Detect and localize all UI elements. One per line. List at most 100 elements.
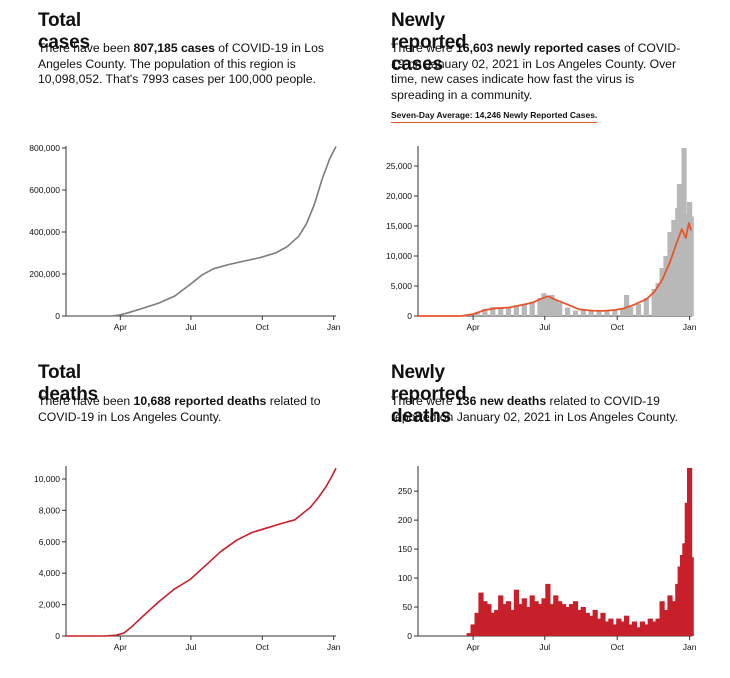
- new-cases-bar: [596, 311, 602, 316]
- total-cases-y-tick-label: 400,000: [29, 227, 60, 237]
- total-cases-y-tick-label: 600,000: [29, 185, 60, 195]
- new-deaths-bar: [628, 624, 634, 636]
- new-deaths-bar: [631, 621, 638, 636]
- new-cases-bar: [490, 307, 496, 316]
- new-deaths-bar: [482, 601, 488, 636]
- new-deaths-y-tick-label: 50: [403, 602, 413, 612]
- new-deaths-bar: [470, 624, 476, 636]
- new-cases-bar: [553, 300, 559, 316]
- total-cases-description: There have been 807,185 cases of COVID-1…: [38, 41, 324, 86]
- new-cases-bar: [635, 304, 642, 316]
- new-deaths-bar: [537, 604, 543, 636]
- new-deaths-x-tick-label: Jan: [683, 642, 697, 652]
- new-deaths-bar: [505, 601, 512, 636]
- new-cases-bar: [663, 256, 669, 316]
- new-cases-chart: 0 5,000 10,000 15,000 20,000 25,000 Apr Jul Oct J…: [386, 146, 697, 332]
- new-cases-bar: [671, 220, 677, 316]
- new-deaths-bar: [635, 627, 642, 636]
- new-cases-y-tick-label: 25,000: [386, 161, 412, 171]
- total-cases-y-tick-label: 200,000: [29, 269, 60, 279]
- new-deaths-bar: [494, 609, 500, 636]
- new-cases-bar: [557, 302, 563, 316]
- total-deaths-y-tick-label: 2,000: [39, 600, 61, 610]
- total-deaths-x-tick-label: Apr: [114, 642, 127, 652]
- new-cases-bar: [545, 297, 551, 316]
- new-cases-y-tick-label: 20,000: [386, 191, 412, 201]
- new-deaths-y-tick-label: 0: [407, 631, 412, 641]
- new-cases-y-tick-label: 15,000: [386, 221, 412, 231]
- new-deaths-bar: [525, 607, 531, 636]
- new-deaths-bar: [643, 624, 649, 636]
- new-deaths-bar: [478, 592, 484, 636]
- total-deaths-title: Total deaths: [38, 362, 99, 405]
- new-deaths-bar: [565, 607, 571, 636]
- new-deaths-bar: [509, 609, 516, 636]
- new-deaths-bar: [612, 624, 618, 636]
- new-deaths-bar: [600, 612, 606, 636]
- new-deaths-bar: [584, 612, 590, 636]
- new-deaths-bar: [687, 468, 693, 636]
- new-deaths-chart: 0 50 100 150 200 250 Apr Jul Oct Jan: [398, 466, 697, 652]
- total-deaths-y-tick-label: 0: [55, 631, 60, 641]
- new-cases-bar: [572, 310, 579, 316]
- new-cases-bar: [474, 311, 480, 316]
- total-cases-y-tick-label: 0: [55, 311, 60, 321]
- new-cases-bar: [541, 293, 547, 316]
- new-deaths-bar: [521, 598, 527, 636]
- new-deaths-bar: [663, 609, 669, 636]
- new-deaths-bar: [608, 618, 614, 636]
- new-deaths-bar: [557, 601, 563, 636]
- new-deaths-bar: [498, 595, 504, 636]
- total-deaths-y-tick-label: 6,000: [39, 537, 61, 547]
- new-deaths-title: Newly reported deaths: [391, 362, 467, 427]
- total-deaths-y-tick-label: 10,000: [34, 474, 60, 484]
- new-deaths-bar: [688, 557, 694, 636]
- total-cases-title: Total cases: [38, 10, 90, 53]
- new-cases-y-tick-label: 10,000: [386, 251, 412, 261]
- new-deaths-bar: [576, 609, 582, 636]
- new-deaths-x-tick-label: Apr: [466, 642, 479, 652]
- total-deaths-y-tick-label: 4,000: [39, 568, 61, 578]
- new-cases-bar: [651, 289, 657, 316]
- new-cases-bar: [620, 308, 626, 316]
- new-deaths-bar: [667, 595, 673, 636]
- new-deaths-bar: [651, 621, 657, 636]
- total-deaths-x-tick-label: Jan: [327, 642, 341, 652]
- new-cases-bar: [505, 307, 512, 316]
- new-cases-bar: [521, 304, 527, 316]
- new-deaths-bar: [513, 589, 519, 636]
- new-cases-bar: [580, 309, 586, 316]
- new-deaths-bar: [616, 618, 622, 636]
- new-deaths-description: There were 136 new deaths related to COV…: [391, 394, 679, 424]
- total-deaths-chart: 0 2,000 4,000 6,000 8,000 10,000 Apr Jul Oct Jan: [34, 466, 341, 652]
- new-deaths-bar: [659, 601, 665, 636]
- new-deaths-bar: [580, 607, 586, 636]
- new-deaths-bar: [596, 618, 602, 636]
- new-cases-y-tick-label: 5,000: [391, 281, 413, 291]
- total-deaths-x-tick-label: Jul: [185, 642, 196, 652]
- new-deaths-x-tick-label: Oct: [611, 642, 625, 652]
- new-deaths-bar: [647, 618, 653, 636]
- new-cases-x-tick-label: Jul: [539, 322, 550, 332]
- new-cases-x-tick-label: Apr: [466, 322, 479, 332]
- seven-day-average-label: Seven-Day Average: 14,246 Newly Reported…: [391, 110, 598, 123]
- new-cases-bar: [513, 305, 519, 316]
- new-deaths-bar: [490, 612, 496, 636]
- total-deaths-description: There have been 10,688 reported deaths r…: [38, 394, 321, 424]
- new-deaths-bar: [553, 595, 559, 636]
- new-cases-bar: [688, 216, 694, 316]
- new-deaths-y-tick-label: 200: [398, 515, 412, 525]
- new-deaths-bar: [639, 621, 645, 636]
- new-deaths-bar: [604, 621, 610, 636]
- total-deaths-series-line: [66, 467, 337, 637]
- new-cases-description: There were 16,603 newly reported cases o…: [391, 41, 681, 102]
- total-cases-chart: 0 200,000 400,000 600,000 800,000 Apr Jul Oct Ja…: [29, 143, 341, 332]
- new-cases-bar: [624, 295, 630, 316]
- new-deaths-y-tick-label: 150: [398, 544, 412, 554]
- total-cases-series-line: [66, 146, 337, 317]
- new-cases-bar: [655, 283, 661, 316]
- total-cases-x-tick-label: Apr: [114, 322, 127, 332]
- new-deaths-bar: [502, 604, 508, 636]
- new-cases-x-tick-label: Oct: [611, 322, 625, 332]
- new-deaths-bar: [533, 601, 539, 636]
